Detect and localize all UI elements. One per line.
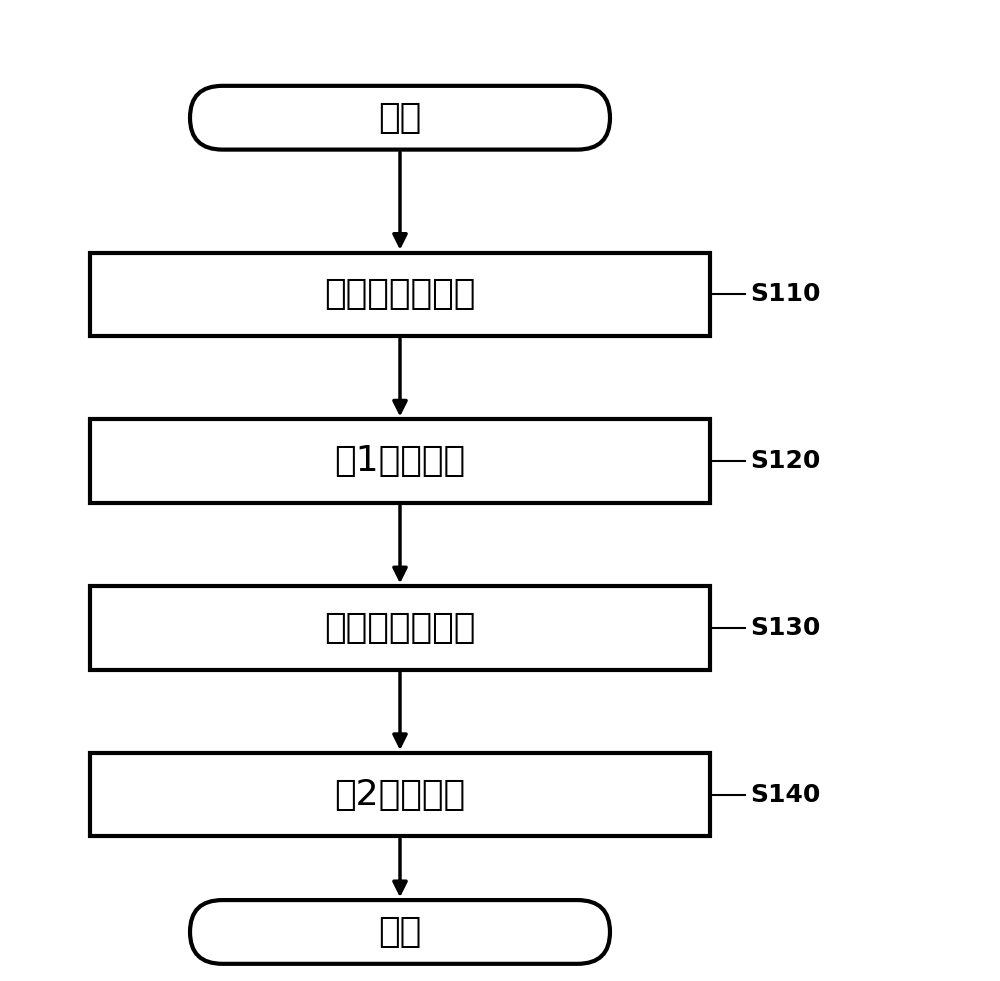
Text: 第2干燥工序: 第2干燥工序 [334,778,466,811]
FancyBboxPatch shape [90,253,710,336]
Text: 结束: 结束 [378,915,422,949]
Text: 第1干燥工序: 第1干燥工序 [334,444,466,478]
FancyBboxPatch shape [90,753,710,836]
FancyBboxPatch shape [190,85,610,149]
Text: S110: S110 [750,283,820,306]
Text: S140: S140 [750,783,820,806]
FancyBboxPatch shape [90,586,710,669]
FancyBboxPatch shape [90,419,710,502]
Text: 开始: 开始 [378,101,422,134]
Text: S130: S130 [750,616,820,640]
Text: 树脂层分离工序: 树脂层分离工序 [324,611,476,645]
FancyBboxPatch shape [190,901,610,963]
Text: 树脂层形成工序: 树脂层形成工序 [324,278,476,311]
Text: S120: S120 [750,449,820,473]
